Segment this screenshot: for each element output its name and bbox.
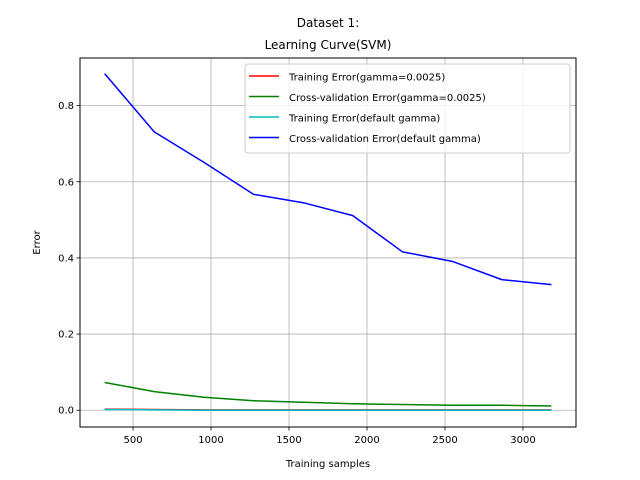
x-tick-label: 1000 <box>198 435 223 446</box>
y-axis-label: Error <box>32 229 43 254</box>
x-tick-label: 1500 <box>276 435 301 446</box>
legend-label-2: Cross-validation Error(gamma=0.0025) <box>289 93 486 104</box>
x-axis-label: Training samples <box>285 459 370 470</box>
legend-label-4: Cross-validation Error(default gamma) <box>289 134 481 145</box>
y-tick-label: 0.2 <box>58 330 74 341</box>
chart-title-line-2: Learning Curve(SVM) <box>265 38 392 52</box>
series-line-2 <box>104 381 552 407</box>
legend: Training Error(gamma=0.0025) Cross-valida… <box>244 63 571 154</box>
legend-label-3: Training Error(default gamma) <box>288 114 440 125</box>
chart-title-line-1: Dataset 1: <box>297 16 359 30</box>
x-tick-label: 2500 <box>432 435 457 446</box>
y-axis-ticks: 0.0 0.2 0.4 0.6 0.8 <box>58 101 80 417</box>
x-tick-label: 2000 <box>354 435 379 446</box>
legend-label-1: Training Error(gamma=0.0025) <box>288 73 445 84</box>
y-tick-label: 0.8 <box>58 101 74 112</box>
y-tick-label: 0.0 <box>58 406 74 417</box>
x-tick-label: 500 <box>123 435 142 446</box>
series-lines <box>104 73 552 411</box>
x-axis-ticks: 500 1000 1500 2000 2500 3000 <box>123 427 536 446</box>
y-tick-label: 0.6 <box>58 177 74 188</box>
plot-frame <box>79 57 577 428</box>
y-tick-label: 0.4 <box>58 253 74 264</box>
series-line-3 <box>104 408 552 411</box>
legend-box <box>244 63 571 154</box>
x-tick-label: 3000 <box>510 435 535 446</box>
series-line-4 <box>104 73 552 286</box>
